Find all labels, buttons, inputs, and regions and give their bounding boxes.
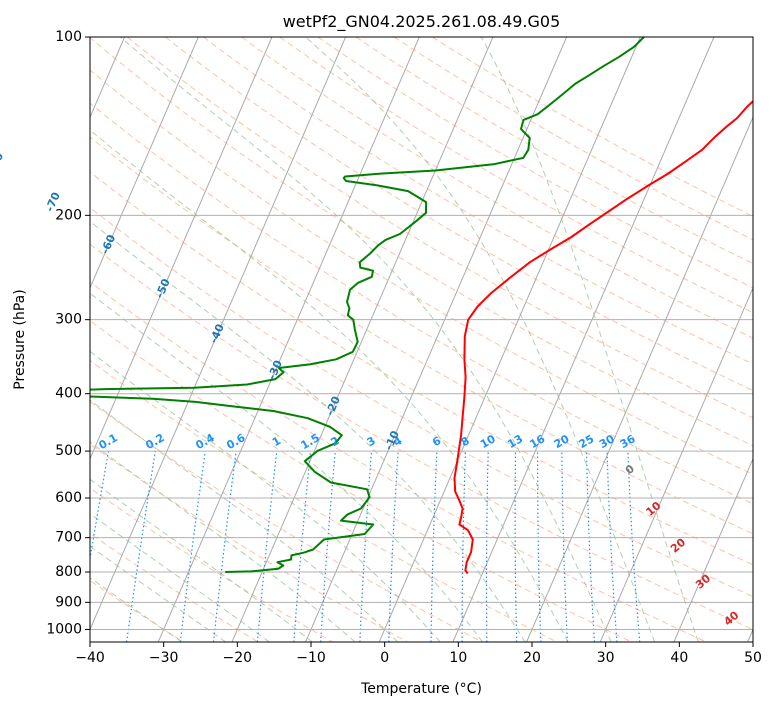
moist-adiabat-line: [305, 37, 656, 642]
mixing-ratio-line: [256, 451, 278, 642]
x-axis-ticks: −40 −30 −20 −10 0 10 20 30 40 50: [75, 642, 762, 666]
dry-adiabat-line: [393, 37, 753, 241]
y-tick-label: 400: [55, 386, 82, 402]
dry-adiabat-line: [90, 487, 334, 642]
y-tick-label: 800: [55, 564, 82, 580]
x-tick-label: −20: [223, 650, 253, 666]
moist-adiabat-line: [90, 478, 313, 642]
profile-series: [90, 37, 753, 575]
y-tick-label: 1000: [46, 621, 82, 637]
moist-adiabat-line: [480, 37, 699, 642]
isotherm-line: [526, 115, 753, 642]
dry-adiabat-line: [90, 443, 408, 642]
dry-adiabat-line: [90, 136, 753, 535]
x-tick-label: 30: [597, 650, 615, 666]
y-tick-label: 900: [55, 594, 82, 610]
dry-adiabat-line: [203, 37, 753, 365]
dry-adiabat-line: [90, 532, 259, 642]
moist-adiabat-line: [90, 350, 441, 642]
x-tick-label: −40: [75, 650, 105, 666]
moist-adiabat-line: [90, 577, 183, 642]
y-tick-label: 700: [55, 530, 82, 546]
mixing-ratio-line: [293, 451, 312, 642]
dry-adiabat-line: [279, 37, 753, 314]
isotherm-line: [90, 37, 273, 460]
y-tick-label: 600: [55, 490, 82, 506]
isotherm-line: [90, 37, 199, 290]
dry-adiabat-line: [90, 243, 753, 630]
moist-adiabat-line: [90, 513, 270, 642]
dry-adiabat-line: [90, 37, 753, 447]
mixing-ratio-line: [212, 451, 237, 642]
isotherm-line: [90, 37, 347, 631]
isotherm-label: -80: [0, 150, 6, 174]
y-axis-ticks: 100 200 300 400 500 600 700 800 900 1000: [46, 29, 90, 637]
mixing-ratio-line: [126, 451, 156, 642]
x-tick-label: 40: [670, 650, 688, 666]
x-axis-label: Temperature (°C): [360, 681, 482, 697]
moist-adiabat-line: [90, 292, 484, 642]
x-tick-label: 20: [523, 650, 541, 666]
y-tick-label: 200: [55, 207, 82, 223]
mixing-ratio-line: [179, 451, 206, 642]
isotherm-line: [452, 37, 715, 642]
moist-adiabat-line: [90, 129, 569, 642]
dry-adiabat-line: [90, 69, 753, 475]
y-axis-label: Pressure (hPa): [12, 289, 28, 389]
dry-adiabat-line: [90, 171, 753, 566]
x-tick-label: 0: [380, 650, 389, 666]
isotherm-line: [378, 37, 641, 642]
y-tick-label: 500: [55, 443, 82, 459]
isotherm-line: [599, 286, 753, 642]
x-tick-label: −10: [296, 650, 326, 666]
plot-frame: [89, 36, 754, 643]
x-tick-label: −30: [149, 650, 179, 666]
dry-adiabat-line: [90, 206, 753, 598]
isotherm-line: [305, 37, 568, 642]
dry-adiabat-line: [355, 37, 753, 265]
moist-adiabat-line: [119, 37, 612, 642]
dry-adiabat-line: [90, 359, 558, 642]
isotherm-line: [157, 37, 420, 642]
y-tick-label: 300: [55, 312, 82, 328]
chart-title: wetPf2_GN04.2025.261.08.49.G05: [283, 12, 561, 32]
background-lines: [90, 37, 753, 642]
y-tick-label: 100: [55, 29, 82, 45]
isotherm-line: [231, 37, 494, 642]
isotherm-line: [673, 457, 753, 642]
dry-adiabat-line: [90, 281, 707, 642]
x-tick-label: 10: [449, 650, 467, 666]
temperature-profile-line: [453, 99, 753, 575]
dry-adiabat-line: [164, 37, 753, 392]
x-tick-label: 50: [744, 650, 762, 666]
dewpoint-profile-line: [90, 37, 645, 573]
